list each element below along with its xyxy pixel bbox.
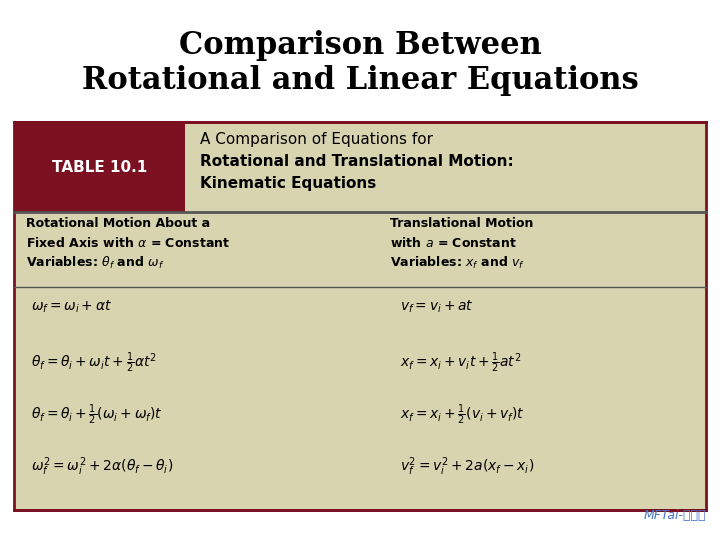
Text: $\theta_f = \theta_i + \frac{1}{2}(\omega_i + \omega_f)t$: $\theta_f = \theta_i + \frac{1}{2}(\omeg… — [31, 403, 163, 427]
Text: $\theta_f = \theta_i + \omega_i t + \frac{1}{2}\alpha t^2$: $\theta_f = \theta_i + \omega_i t + \fra… — [31, 351, 157, 375]
Bar — [14, 122, 185, 212]
Text: $x_f = x_i + v_i t + \frac{1}{2}at^2$: $x_f = x_i + v_i t + \frac{1}{2}at^2$ — [400, 351, 521, 375]
Text: Variables: $x_f$ and $v_f$: Variables: $x_f$ and $v_f$ — [390, 255, 525, 271]
Text: Fixed Axis with $\alpha$ = Constant: Fixed Axis with $\alpha$ = Constant — [26, 236, 230, 250]
Text: A Comparison of Equations for: A Comparison of Equations for — [200, 132, 433, 147]
Text: Translational Motion: Translational Motion — [390, 217, 534, 230]
Bar — [14, 122, 706, 510]
Text: Rotational and Linear Equations: Rotational and Linear Equations — [81, 65, 639, 96]
Text: $\omega_f = \omega_i + \alpha t$: $\omega_f = \omega_i + \alpha t$ — [31, 299, 112, 315]
Text: Rotational Motion About a: Rotational Motion About a — [26, 217, 210, 230]
Text: $x_f = x_i + \frac{1}{2}(v_i + v_f)t$: $x_f = x_i + \frac{1}{2}(v_i + v_f)t$ — [400, 403, 525, 427]
Text: with $a$ = Constant: with $a$ = Constant — [390, 236, 517, 250]
Text: TABLE 10.1: TABLE 10.1 — [52, 159, 147, 174]
Text: $v_f = v_i + at$: $v_f = v_i + at$ — [400, 299, 474, 315]
Text: MFTai-戴明鳳: MFTai-戴明鳳 — [644, 509, 706, 522]
Text: Kinematic Equations: Kinematic Equations — [200, 176, 377, 191]
Text: $\omega_f^{2} = \omega_i^{2} + 2\alpha(\theta_f - \theta_i)$: $\omega_f^{2} = \omega_i^{2} + 2\alpha(\… — [31, 455, 174, 477]
Text: Rotational and Translational Motion:: Rotational and Translational Motion: — [200, 154, 514, 169]
Text: $v_f^{2} = v_i^{2} + 2a(x_f - x_i)$: $v_f^{2} = v_i^{2} + 2a(x_f - x_i)$ — [400, 455, 534, 477]
Text: Comparison Between: Comparison Between — [179, 30, 541, 61]
Text: Variables: $\theta_f$ and $\omega_f$: Variables: $\theta_f$ and $\omega_f$ — [26, 255, 164, 271]
